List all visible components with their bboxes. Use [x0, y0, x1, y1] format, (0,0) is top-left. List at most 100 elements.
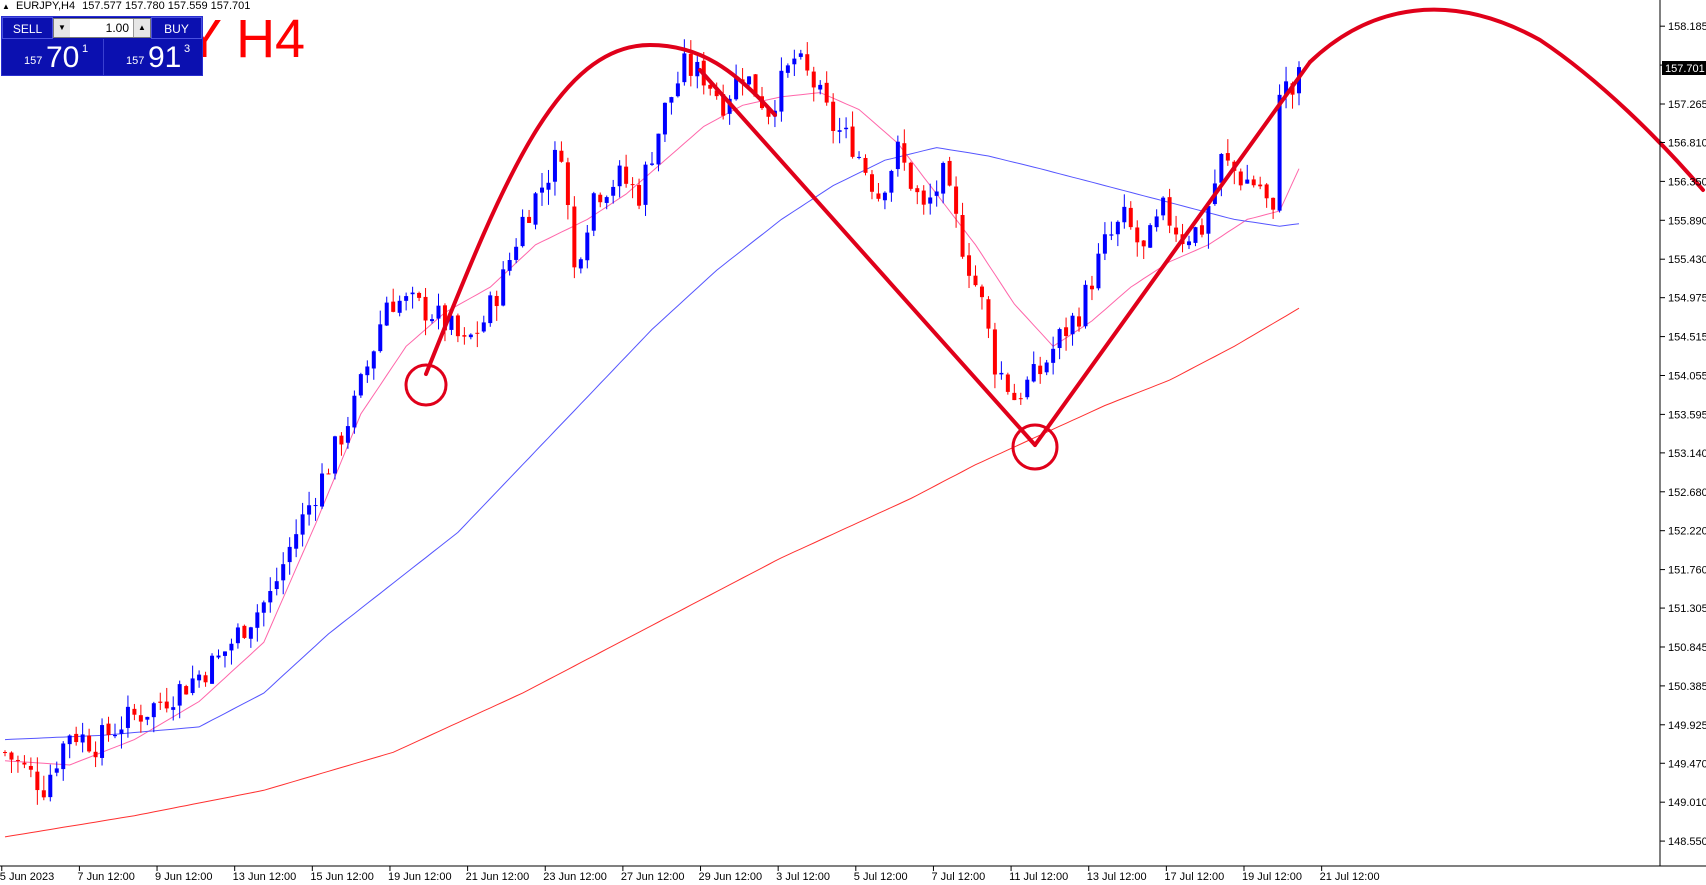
chevron-up-icon[interactable]: ▲: [133, 19, 150, 37]
candle-body: [158, 701, 163, 703]
x-tick-label: 11 Jul 12:00: [1009, 871, 1068, 883]
symbol-label: EURJPY,H4: [15, 0, 76, 12]
candle-body: [462, 335, 467, 337]
y-tick-label: 152.220: [1668, 526, 1706, 538]
candle-body: [637, 185, 642, 206]
ma-50-line: [4, 147, 1300, 741]
candle-body: [35, 771, 40, 791]
axes: [0, 0, 1706, 867]
candle-body: [1258, 184, 1263, 187]
x-tick-label: 15 Jun 12:00: [310, 871, 374, 883]
candle-body: [1077, 316, 1082, 327]
candle-body: [656, 133, 661, 165]
y-tick-label: 155.430: [1668, 254, 1706, 266]
ascending-line: [1033, 60, 1312, 447]
candle-body: [941, 162, 946, 194]
candle-body: [87, 735, 92, 752]
candle-body: [449, 315, 454, 330]
candle-body: [895, 141, 900, 170]
candle-body: [112, 734, 117, 737]
candle-body: [164, 701, 169, 709]
candle-body: [902, 143, 907, 163]
candle-body: [138, 715, 143, 722]
x-tick-label: 7 Jul 12:00: [931, 871, 985, 883]
candle-body: [882, 192, 887, 201]
candle-body: [708, 84, 713, 89]
candle-body: [67, 735, 72, 745]
bid-big: 70: [46, 41, 80, 74]
candle-body: [960, 215, 965, 257]
candle-body: [352, 395, 357, 428]
y-tick-label: 149.010: [1668, 797, 1706, 809]
buy-button[interactable]: BUY: [151, 17, 202, 39]
y-tick-label: 156.350: [1668, 176, 1706, 188]
candle-body: [1174, 227, 1179, 235]
candle-body: [203, 675, 208, 683]
candle-body: [753, 74, 758, 97]
candle-body: [798, 53, 803, 57]
candle-body: [371, 351, 376, 369]
y-tick-labels: 158.185157.725157.265156.810156.350155.8…: [1660, 21, 1706, 848]
candle-body: [1161, 197, 1166, 216]
candle-body: [1089, 285, 1094, 290]
candle-body: [734, 77, 739, 100]
candle-body: [378, 324, 383, 352]
candle-body: [1064, 327, 1069, 337]
ask-small: 157: [126, 55, 145, 67]
candle-body: [404, 296, 409, 301]
x-tick-label: 13 Jun 12:00: [233, 871, 297, 883]
candle-body: [410, 292, 415, 295]
candle-body: [255, 612, 260, 628]
candle-body: [591, 193, 596, 231]
candle-body: [125, 706, 130, 728]
moving-averages: [4, 92, 1300, 838]
candle-body: [857, 156, 862, 158]
cup-arc-left: [424, 42, 777, 376]
candle-body: [1038, 365, 1043, 375]
candle-body: [779, 70, 784, 112]
candle-body: [514, 246, 519, 260]
candle-body: [358, 374, 363, 396]
y-tick-label: 151.760: [1668, 565, 1706, 577]
candle-body: [650, 163, 654, 165]
lot-stepper[interactable]: ▼ ▲: [53, 18, 151, 38]
candle-body: [481, 322, 486, 332]
candle-body: [184, 686, 189, 695]
bid-price[interactable]: 157 70 1: [2, 39, 101, 75]
ask-price[interactable]: 157 91 3: [103, 39, 203, 75]
candle-body: [384, 302, 389, 326]
ask-big: 91: [148, 41, 182, 74]
candle-body: [1251, 179, 1256, 186]
candle-body: [417, 292, 422, 298]
candle-body: [222, 651, 227, 656]
y-tick-label: 152.680: [1668, 487, 1706, 499]
candle-body: [688, 53, 693, 76]
x-tick-label: 5 Jul 12:00: [854, 871, 908, 883]
x-tick-label: 5 Jun 2023: [0, 871, 54, 883]
candle-body: [1206, 206, 1211, 234]
candle-body: [54, 768, 59, 773]
candle-body: [1096, 253, 1101, 289]
candle-body: [979, 286, 984, 298]
candle-body: [1199, 225, 1204, 235]
candle-body: [520, 216, 525, 247]
candle-body: [630, 184, 635, 186]
candle-body: [1277, 94, 1282, 211]
candle-body: [527, 216, 532, 223]
triangle-up-icon: ▲: [2, 2, 10, 11]
y-tick-label: 153.140: [1668, 448, 1706, 460]
candle-body: [1141, 240, 1146, 247]
candle-body: [430, 319, 435, 322]
x-tick-labels: 5 Jun 2023 7 Jun 12:00 9 Jun 12:00 13 Jun 1…: [0, 866, 1380, 883]
candle-body: [151, 703, 156, 718]
candle-body: [824, 82, 829, 103]
chevron-down-icon[interactable]: ▼: [54, 19, 71, 37]
candle-body: [604, 197, 609, 203]
y-tick-label: 149.925: [1668, 720, 1706, 732]
candle-body: [844, 127, 849, 130]
lot-input[interactable]: [70, 19, 132, 37]
y-tick-label: 150.385: [1668, 681, 1706, 693]
candle-body: [1154, 216, 1159, 228]
sell-button[interactable]: SELL: [2, 17, 53, 39]
